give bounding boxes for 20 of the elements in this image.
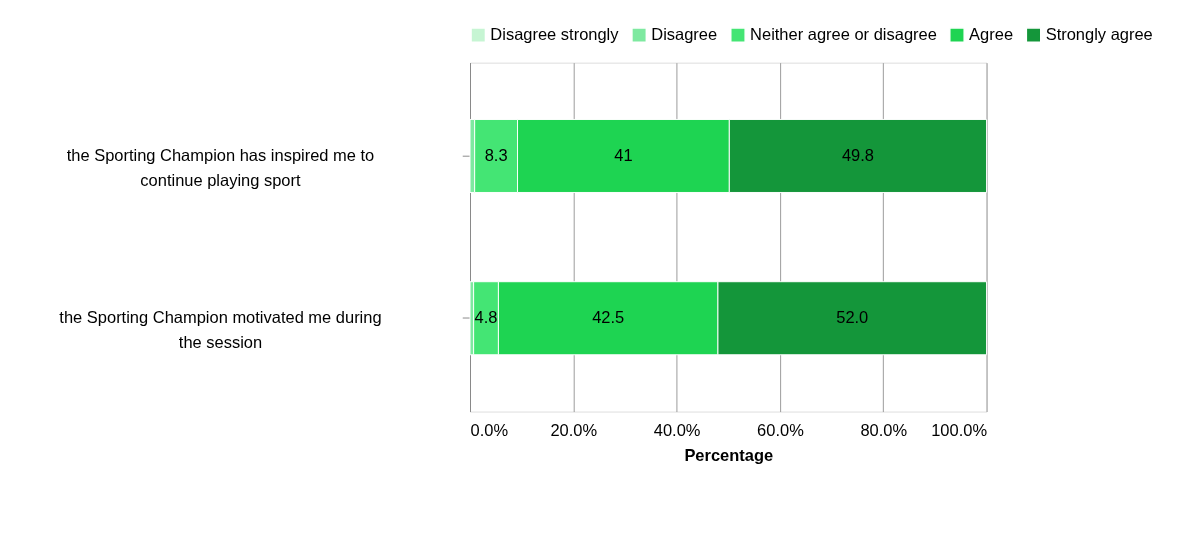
legend-label: Disagree strongly (490, 24, 620, 43)
x-tick-label: 40.0% (653, 421, 701, 440)
data-label: 52.0 (836, 308, 869, 327)
y-tick-label: the Sporting Champion motivated me during the session (59, 308, 382, 352)
legend-label: Neither agree or disagree (750, 24, 937, 43)
data-label: 4.8 (474, 308, 498, 327)
data-label: 42.5 (592, 308, 625, 327)
y-tick-label: the Sporting Champion has inspired me to continue playing sport (66, 145, 375, 190)
x-tick-label: 80.0% (860, 421, 908, 440)
x-tick-label: 0.0% (470, 421, 509, 440)
x-tick-label: 20.0% (550, 421, 598, 440)
data-label: 49.8 (841, 145, 874, 164)
x-axis-title: Percentage (684, 446, 774, 465)
x-tick-label: 100.0% (931, 421, 988, 440)
x-tick-label: 60.0% (757, 421, 805, 440)
data-label: 8.3 (484, 145, 508, 164)
data-label: 41 (614, 145, 633, 164)
legend-label: Disagree (651, 24, 718, 43)
legend-label: Strongly agree (1045, 24, 1153, 43)
legend-label: Agree (969, 24, 1014, 43)
